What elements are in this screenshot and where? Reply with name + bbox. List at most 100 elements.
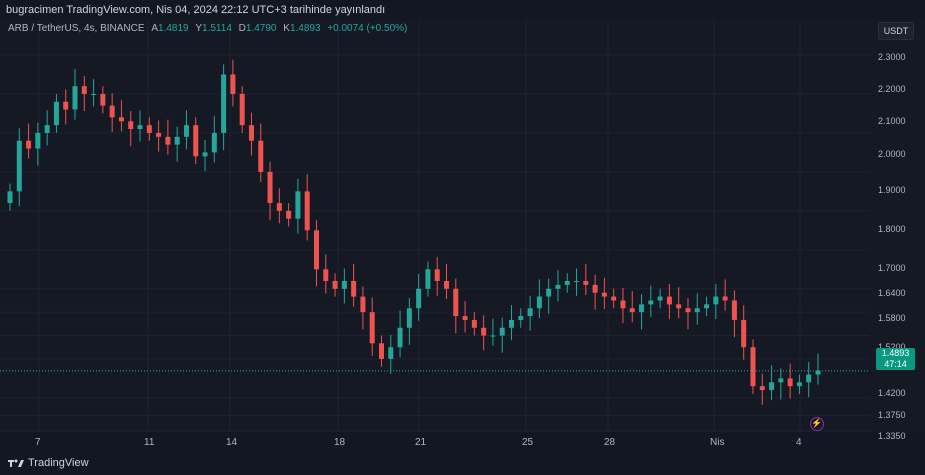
candle-body — [620, 300, 626, 309]
candle-body — [44, 125, 50, 133]
candle-body — [146, 125, 152, 133]
candle-body — [26, 140, 32, 149]
current-price-badge: 1.4893 47:14 — [876, 348, 915, 370]
low-value: 1.4790 — [245, 23, 277, 34]
candle-body — [434, 269, 440, 281]
candle-body — [100, 93, 106, 106]
candle-body — [230, 74, 236, 94]
candle-body — [128, 121, 134, 130]
time-tick-label: 25 — [522, 437, 534, 448]
time-tick-label: 4 — [796, 437, 802, 448]
candle-body — [462, 316, 468, 320]
tradingview-logo-icon[interactable] — [8, 458, 24, 468]
candle-body — [351, 280, 357, 297]
candle-body — [741, 319, 747, 348]
candle-body — [202, 152, 208, 157]
price-tick-label: 1.9000 — [878, 185, 906, 195]
candle-body — [676, 304, 682, 309]
candle-body — [378, 343, 384, 359]
time-tick-label: 14 — [226, 437, 238, 448]
candle-body — [499, 327, 505, 336]
candle-body — [221, 74, 227, 133]
candle-body — [453, 288, 459, 317]
candle-body — [518, 316, 524, 320]
candle-body — [239, 93, 245, 126]
candle-body — [109, 105, 115, 118]
lightning-icon[interactable]: ⚡ — [810, 417, 824, 431]
price-tick-label: 1.5200 — [878, 342, 906, 352]
low-label: D — [238, 23, 246, 34]
price-tick-label: 1.7000 — [878, 263, 906, 273]
candle-body — [722, 296, 728, 301]
candle-body — [648, 300, 654, 305]
close-value: 1.4893 — [289, 23, 321, 34]
price-tick-label: 2.2000 — [878, 84, 906, 94]
candle-body — [527, 308, 533, 317]
candle-body — [509, 319, 515, 328]
candle-body — [778, 378, 784, 383]
high-value: 1.5114 — [202, 23, 232, 34]
candle-body — [81, 86, 87, 94]
candle-body — [248, 125, 254, 141]
symbol-legend: ARB / TetherUS, 4s, BINANCE A1.4819 Y1.5… — [8, 23, 407, 34]
time-tick-label: 7 — [35, 437, 41, 448]
candle-body — [286, 210, 292, 219]
candle-body — [91, 93, 97, 95]
time-tick-label: 28 — [604, 437, 616, 448]
candle-body — [53, 101, 59, 126]
price-tick-label: 1.3750 — [878, 410, 906, 420]
candle-body — [425, 269, 431, 289]
candle-body — [267, 171, 273, 204]
candle-body — [63, 101, 69, 110]
candle-body — [592, 284, 598, 293]
candle-body — [444, 280, 450, 289]
price-tick-label: 1.4200 — [878, 388, 906, 398]
candle-body — [657, 296, 663, 301]
candle-body — [769, 382, 775, 391]
candle-body — [555, 284, 561, 289]
candle-body — [666, 296, 672, 305]
candle-body — [564, 280, 570, 285]
symbol-name: ARB / TetherUS, 4s, BINANCE — [8, 23, 145, 34]
candle-body — [304, 191, 310, 231]
candle-body — [388, 347, 394, 359]
currency-button[interactable]: USDT — [878, 22, 914, 40]
candle-body — [165, 136, 171, 145]
candle-body — [276, 203, 282, 211]
candle-body — [704, 304, 710, 309]
candle-body — [611, 296, 617, 301]
candle-body — [360, 296, 366, 313]
candle-body — [35, 132, 41, 149]
candle-body — [7, 191, 13, 204]
candle-body — [313, 230, 319, 270]
candle-body — [806, 374, 812, 383]
footer-brand[interactable]: TradingView — [28, 457, 89, 469]
time-tick-label: 18 — [334, 437, 346, 448]
price-tick-label: 1.3350 — [878, 431, 906, 441]
high-label: Y — [195, 23, 203, 34]
candle-body — [174, 136, 180, 145]
chart-area[interactable] — [0, 20, 925, 432]
candle-body — [193, 125, 199, 157]
candle-body — [694, 308, 700, 313]
time-tick-label: 21 — [415, 437, 427, 448]
candle-body — [118, 117, 124, 122]
publisher-bar: bugracimen TradingView.com, Nis 04, 2024… — [6, 4, 386, 16]
candle-body — [369, 312, 375, 344]
candle-body — [490, 335, 496, 337]
candle-body — [601, 292, 607, 297]
price-tick-label: 2.3000 — [878, 52, 906, 62]
candle-body — [574, 280, 580, 282]
candle-body — [815, 370, 821, 375]
candle-body — [471, 319, 477, 328]
bar-countdown: 47:14 — [884, 359, 907, 369]
candle-body — [731, 300, 737, 320]
candle-body — [481, 327, 487, 336]
candle-body — [639, 304, 645, 313]
open-value: 1.4819 — [157, 23, 189, 34]
candle-body — [156, 132, 162, 137]
candlestick-chart[interactable] — [0, 20, 925, 432]
price-tick-label: 2.0000 — [878, 149, 906, 159]
candle-body — [536, 296, 542, 309]
open-label: A — [151, 23, 158, 34]
